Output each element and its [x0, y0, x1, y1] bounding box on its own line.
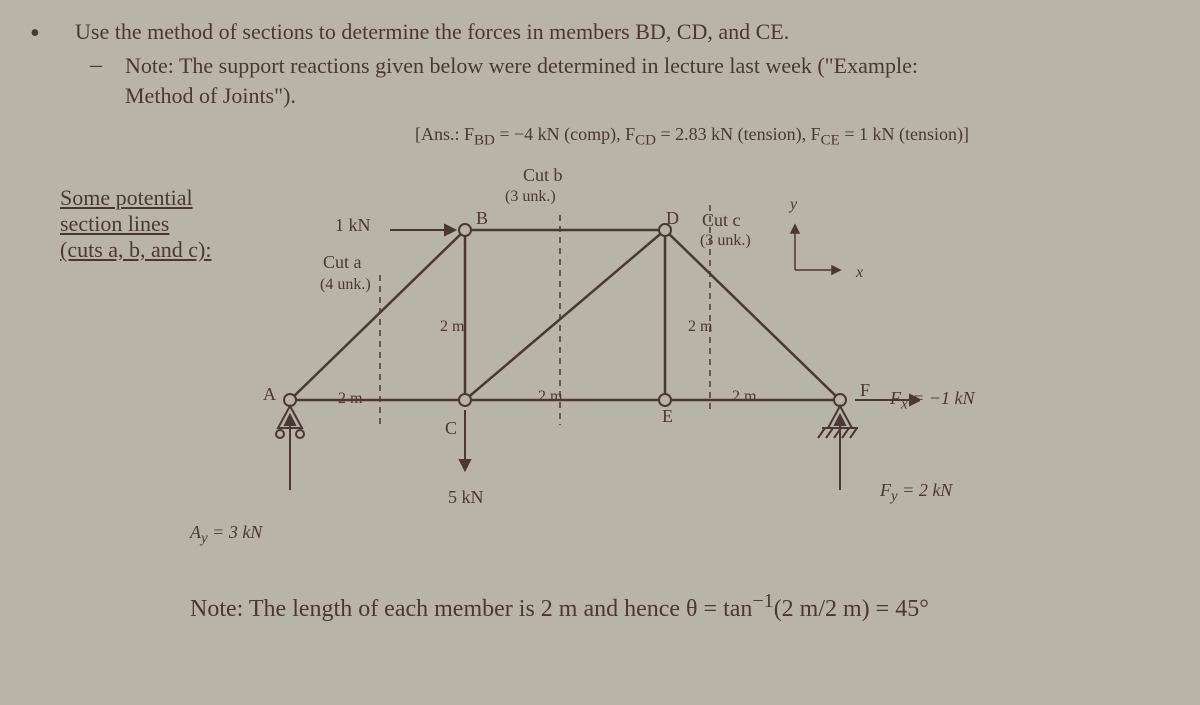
axis-y: y	[790, 196, 797, 214]
section-lines-3: (cuts a, b, and c):	[60, 237, 212, 263]
section-lines-block: Some potential section lines (cuts a, b,…	[60, 185, 212, 263]
answer-text: [Ans.: FBD = −4 kN (comp), FCD = 2.83 kN…	[415, 124, 969, 150]
fx-label: Fx = −1 kN	[890, 388, 974, 414]
len-bc: 2 m	[440, 318, 464, 336]
cut-c-label: Cut c	[702, 210, 741, 231]
node-b: B	[476, 208, 488, 229]
node-e: E	[662, 406, 673, 427]
cut-a-unk: (4 unk.)	[320, 276, 371, 294]
node-c: C	[445, 418, 457, 439]
cut-c-unk: (3 unk.)	[700, 232, 751, 250]
fy-label: Fy = 2 kN	[880, 480, 952, 506]
instruction-note-line2: Method of Joints").	[125, 82, 296, 111]
section-lines-2: section lines	[60, 211, 212, 237]
instruction-note-line1: Note: The support reactions given below …	[125, 52, 918, 81]
load-5kn: 5 kN	[448, 487, 484, 508]
load-1kn: 1 kN	[335, 215, 371, 236]
axis-x: x	[856, 264, 863, 282]
len-ce: 2 m	[538, 388, 562, 406]
node-a: A	[263, 384, 276, 405]
node-f: F	[860, 380, 870, 401]
ay-label: Ay = 3 kN	[190, 522, 262, 548]
bullet-main: •	[30, 18, 40, 50]
dash-note: –	[90, 52, 102, 79]
footer-note: Note: The length of each member is 2 m a…	[190, 590, 929, 623]
len-ac: 2 m	[338, 390, 362, 408]
cut-a-label: Cut a	[323, 252, 362, 273]
instruction-line1: Use the method of sections to determine …	[75, 18, 789, 47]
node-d: D	[666, 208, 679, 229]
section-lines-1: Some potential	[60, 185, 212, 211]
len-de: 2 m	[688, 318, 712, 336]
len-ef: 2 m	[732, 388, 756, 406]
cut-b-unk: (3 unk.)	[505, 188, 556, 206]
cut-b-label: Cut b	[523, 165, 563, 186]
